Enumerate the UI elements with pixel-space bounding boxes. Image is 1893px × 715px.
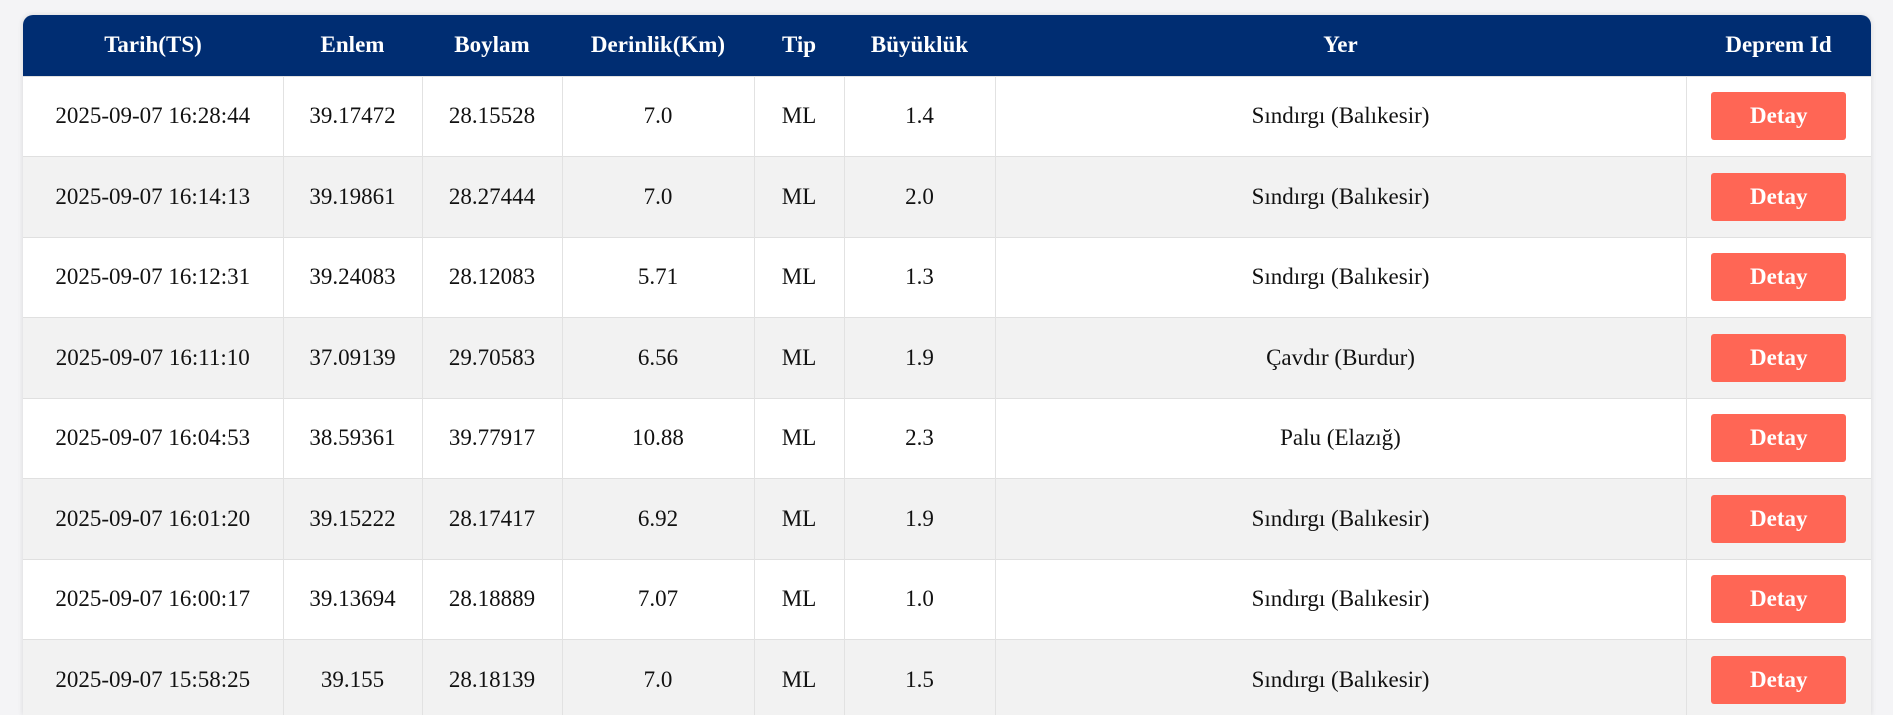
action-cell: Detay [1686,479,1871,560]
header-magnitude[interactable]: Büyüklük [844,15,995,76]
action-cell: Detay [1686,559,1871,640]
location-cell: Palu (Elazığ) [995,398,1686,479]
date-cell: 2025-09-07 16:28:44 [23,76,283,157]
magnitude-cell: 1.0 [844,559,995,640]
latitude-cell: 39.24083 [283,237,422,318]
earthquake-table-container: Tarih(TS) Enlem Boylam Derinlik(Km) Tip … [23,15,1871,715]
action-cell: Detay [1686,237,1871,318]
detail-button[interactable]: Detay [1711,575,1846,623]
magnitude-cell: 1.9 [844,318,995,399]
detail-button[interactable]: Detay [1711,334,1846,382]
action-cell: Detay [1686,318,1871,399]
action-cell: Detay [1686,398,1871,479]
depth-cell: 6.92 [562,479,754,560]
header-latitude[interactable]: Enlem [283,15,422,76]
depth-cell: 7.07 [562,559,754,640]
magnitude-cell: 1.3 [844,237,995,318]
date-cell: 2025-09-07 16:14:13 [23,157,283,238]
type-cell: ML [754,237,844,318]
latitude-cell: 37.09139 [283,318,422,399]
table-header: Tarih(TS) Enlem Boylam Derinlik(Km) Tip … [23,15,1871,76]
detail-button[interactable]: Detay [1711,495,1846,543]
date-cell: 2025-09-07 16:01:20 [23,479,283,560]
type-cell: ML [754,559,844,640]
type-cell: ML [754,318,844,399]
header-type[interactable]: Tip [754,15,844,76]
date-cell: 2025-09-07 16:11:10 [23,318,283,399]
type-cell: ML [754,398,844,479]
type-cell: ML [754,157,844,238]
action-cell: Detay [1686,640,1871,715]
action-cell: Detay [1686,76,1871,157]
detail-button[interactable]: Detay [1711,656,1846,704]
magnitude-cell: 2.3 [844,398,995,479]
type-cell: ML [754,76,844,157]
location-cell: Sındırgı (Balıkesir) [995,157,1686,238]
header-depth[interactable]: Derinlik(Km) [562,15,754,76]
latitude-cell: 39.17472 [283,76,422,157]
depth-cell: 10.88 [562,398,754,479]
detail-button[interactable]: Detay [1711,92,1846,140]
location-cell: Sındırgı (Balıkesir) [995,76,1686,157]
longitude-cell: 29.70583 [422,318,562,399]
detail-button[interactable]: Detay [1711,253,1846,301]
longitude-cell: 28.27444 [422,157,562,238]
location-cell: Sındırgı (Balıkesir) [995,479,1686,560]
header-longitude[interactable]: Boylam [422,15,562,76]
depth-cell: 5.71 [562,237,754,318]
depth-cell: 6.56 [562,318,754,399]
header-date[interactable]: Tarih(TS) [23,15,283,76]
latitude-cell: 39.13694 [283,559,422,640]
longitude-cell: 28.18889 [422,559,562,640]
magnitude-cell: 1.9 [844,479,995,560]
magnitude-cell: 2.0 [844,157,995,238]
latitude-cell: 38.59361 [283,398,422,479]
action-cell: Detay [1686,157,1871,238]
longitude-cell: 28.17417 [422,479,562,560]
magnitude-cell: 1.4 [844,76,995,157]
longitude-cell: 28.15528 [422,76,562,157]
latitude-cell: 39.15222 [283,479,422,560]
longitude-cell: 28.18139 [422,640,562,715]
longitude-cell: 39.77917 [422,398,562,479]
type-cell: ML [754,640,844,715]
magnitude-cell: 1.5 [844,640,995,715]
location-cell: Çavdır (Burdur) [995,318,1686,399]
type-cell: ML [754,479,844,560]
header-row: Tarih(TS) Enlem Boylam Derinlik(Km) Tip … [23,15,1871,76]
detail-button[interactable]: Detay [1711,414,1846,462]
date-cell: 2025-09-07 16:00:17 [23,559,283,640]
date-cell: 2025-09-07 16:04:53 [23,398,283,479]
header-earthquake-id[interactable]: Deprem Id [1686,15,1871,76]
latitude-cell: 39.155 [283,640,422,715]
depth-cell: 7.0 [562,76,754,157]
depth-cell: 7.0 [562,640,754,715]
date-cell: 2025-09-07 15:58:25 [23,640,283,715]
earthquake-table: Tarih(TS) Enlem Boylam Derinlik(Km) Tip … [23,15,1871,715]
latitude-cell: 39.19861 [283,157,422,238]
date-cell: 2025-09-07 16:12:31 [23,237,283,318]
location-cell: Sındırgı (Balıkesir) [995,640,1686,715]
location-cell: Sındırgı (Balıkesir) [995,559,1686,640]
depth-cell: 7.0 [562,157,754,238]
longitude-cell: 28.12083 [422,237,562,318]
header-location[interactable]: Yer [995,15,1686,76]
detail-button[interactable]: Detay [1711,173,1846,221]
location-cell: Sındırgı (Balıkesir) [995,237,1686,318]
